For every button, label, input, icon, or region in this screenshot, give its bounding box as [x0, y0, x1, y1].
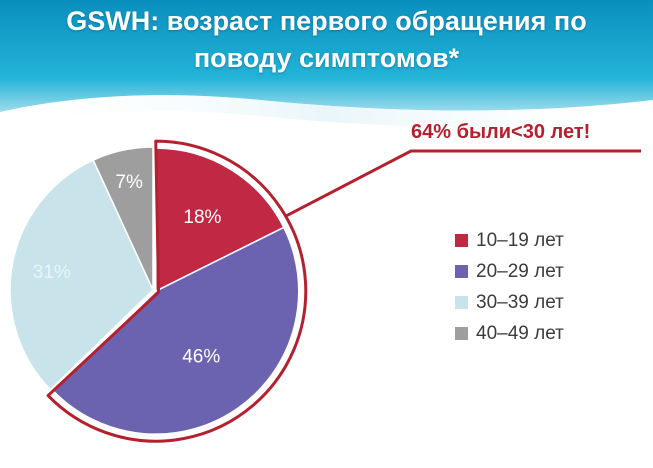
- legend-item: 30–39 лет: [455, 287, 564, 318]
- pie-slice-4: [92, 146, 154, 291]
- legend-label: 20–29 лет: [476, 260, 564, 282]
- chart-title-line2: поводу симптомов*: [193, 43, 460, 73]
- callout-connector: [284, 149, 641, 218]
- pie-slice-label: 46%: [182, 346, 220, 367]
- legend-item: 40–49 лет: [455, 318, 564, 349]
- legend-item: 20–29 лет: [455, 256, 564, 287]
- pie-slice-3: [9, 159, 154, 391]
- pie-slice-2: [52, 226, 300, 435]
- legend-label: 30–39 лет: [476, 291, 564, 313]
- chart-title-line1: GSWH: возраст первого обращения по: [66, 6, 587, 36]
- pie-slice-label: 7%: [115, 172, 143, 193]
- legend-item: 10–19 лет: [455, 225, 564, 256]
- highlight-outline: [46, 139, 308, 443]
- callout-text: 64% были<30 лет!: [411, 121, 591, 143]
- legend-swatch: [455, 296, 468, 309]
- legend-swatch: [455, 327, 468, 340]
- legend-swatch: [455, 234, 468, 247]
- pie-slice-label: 18%: [183, 207, 221, 228]
- pie-slice-1: [155, 147, 285, 293]
- pie-slice-label: 31%: [33, 262, 71, 283]
- legend-label: 40–49 лет: [476, 322, 564, 344]
- legend: 10–19 лет 20–29 лет 30–39 лет 40–49 лет: [455, 225, 564, 349]
- legend-swatch: [455, 265, 468, 278]
- legend-label: 10–19 лет: [476, 229, 564, 251]
